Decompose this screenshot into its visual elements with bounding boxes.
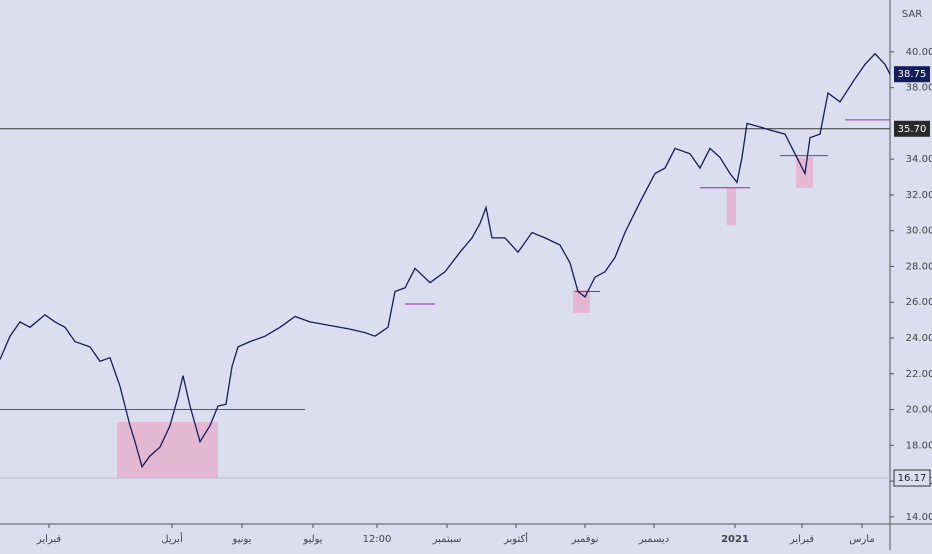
y-tick-label: 30.00 bbox=[906, 226, 932, 237]
y-tick-label: 20.00 bbox=[906, 405, 932, 416]
x-tick-label: أبريل bbox=[161, 532, 183, 545]
price-label: 38.75 bbox=[898, 69, 927, 80]
y-tick-label: 18.00 bbox=[906, 440, 932, 451]
y-tick-label: 24.00 bbox=[906, 333, 932, 344]
price-label: 16.17 bbox=[898, 473, 927, 484]
y-tick-label: 40.00 bbox=[906, 47, 932, 58]
zone bbox=[727, 187, 736, 226]
x-tick-label: 12:00 bbox=[363, 534, 392, 545]
price-label-box bbox=[893, 469, 931, 487]
x-tick-label: يونيو bbox=[232, 534, 252, 545]
x-tick-label: ديسمبر bbox=[638, 534, 669, 545]
x-tick-label: يوليو bbox=[302, 534, 322, 545]
y-tick-label: 26.00 bbox=[906, 297, 932, 308]
x-tick-label: أكتوبر bbox=[503, 532, 528, 545]
y-tick-label: 14.00 bbox=[906, 512, 932, 523]
price-label-box bbox=[894, 66, 930, 83]
x-tick-label: فبراير bbox=[789, 534, 815, 545]
price-line bbox=[0, 52, 891, 469]
y-tick-label: 34.00 bbox=[906, 154, 932, 165]
x-tick-label: نوفمبر bbox=[570, 534, 598, 545]
y-tick-label: 22.00 bbox=[906, 369, 932, 380]
x-tick-label: فبراير bbox=[36, 534, 62, 545]
y-tick-label: 28.00 bbox=[906, 261, 932, 272]
x-tick-label: 2021 bbox=[721, 534, 749, 545]
y-tick-label: 38.00 bbox=[906, 83, 932, 94]
price-label-box bbox=[894, 120, 930, 137]
currency: SAR bbox=[902, 9, 922, 20]
price-label: 35.70 bbox=[898, 124, 927, 135]
y-tick-label: 32.00 bbox=[906, 190, 932, 201]
x-tick-label: سبتمبر bbox=[432, 534, 462, 545]
x-tick-label: مارس bbox=[849, 534, 874, 545]
